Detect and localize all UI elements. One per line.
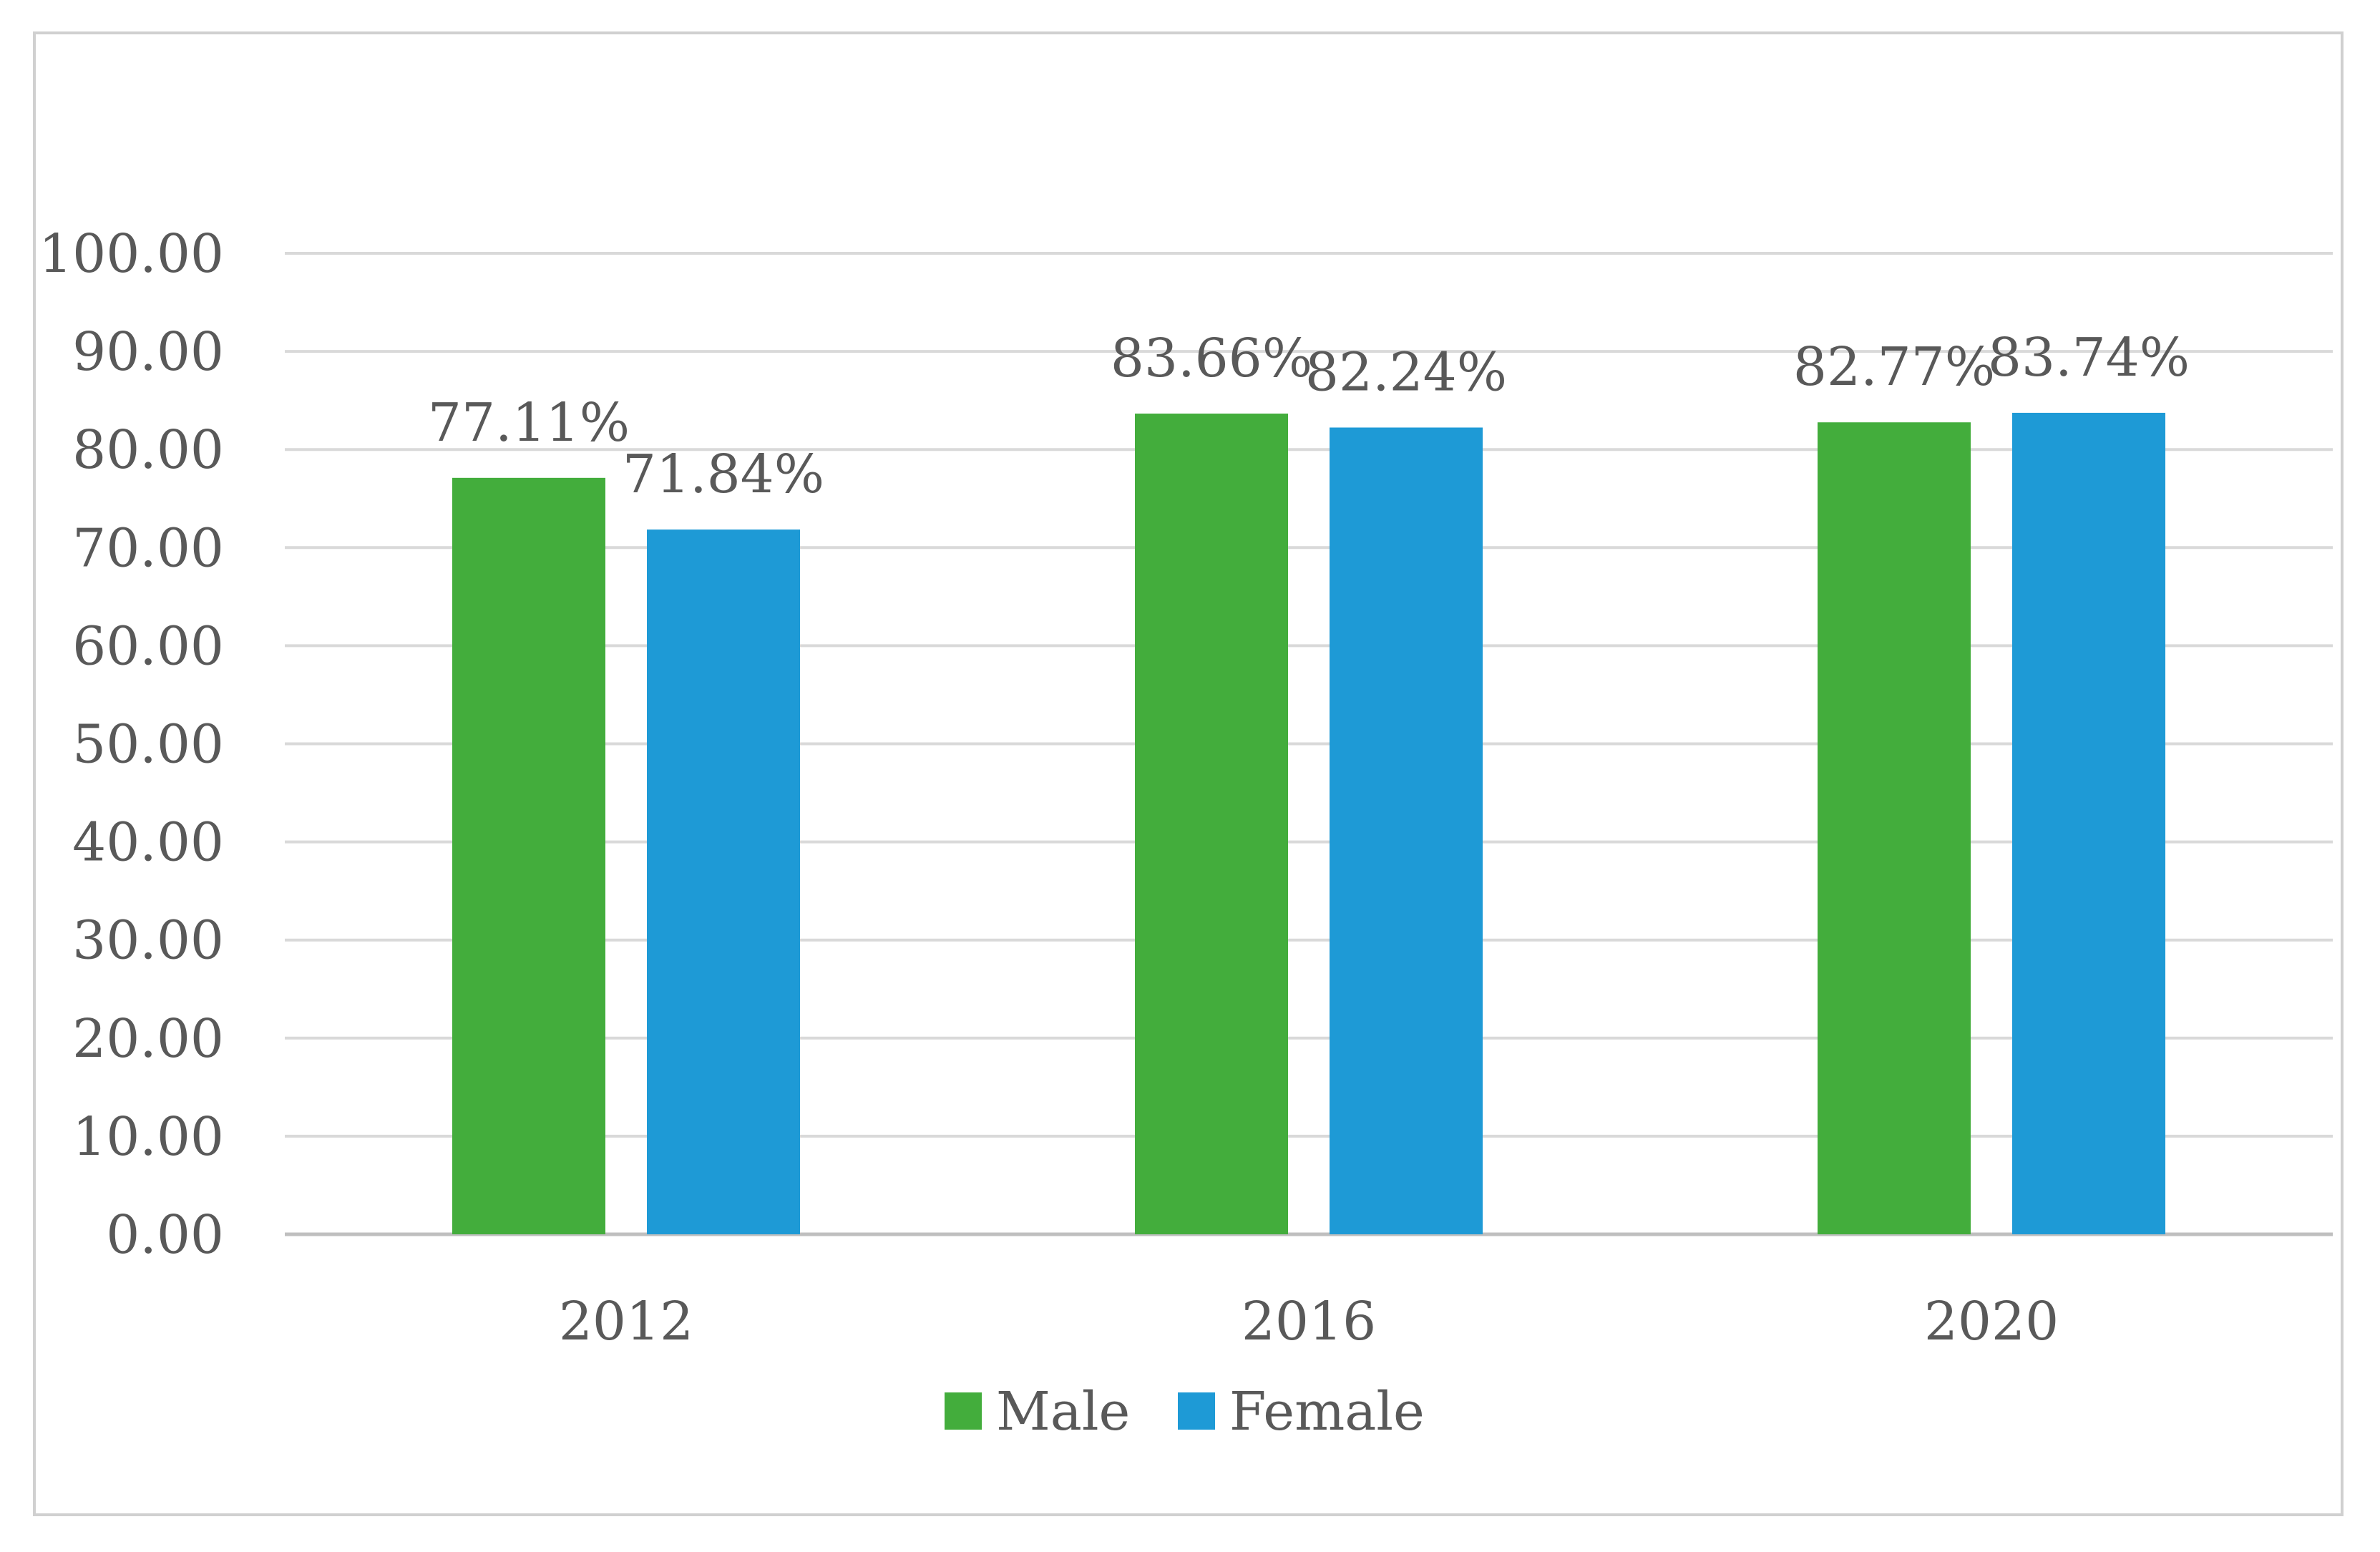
legend: Male Female bbox=[945, 1381, 1425, 1443]
bar-male-2016 bbox=[1135, 414, 1288, 1234]
legend-swatch-female bbox=[1178, 1392, 1215, 1430]
y-tick-label: 100.00 bbox=[39, 223, 224, 285]
bar-male-2012 bbox=[452, 477, 605, 1234]
data-labels: 77.11%71.84% 83.66%82.24% 82.77%83.74% bbox=[428, 327, 2190, 505]
x-tick-label: 2016 bbox=[1242, 1291, 1376, 1352]
bar-male-2020 bbox=[1818, 422, 1971, 1234]
legend-label-male: Male bbox=[996, 1381, 1130, 1443]
bar-female-2012 bbox=[647, 529, 800, 1234]
bars bbox=[452, 412, 2165, 1235]
y-tick-label: 20.00 bbox=[72, 1008, 224, 1070]
y-tick-label: 40.00 bbox=[72, 812, 224, 874]
y-tick-label: 80.00 bbox=[72, 419, 224, 481]
y-tick-label: 50.00 bbox=[72, 714, 224, 776]
y-tick-label: 90.00 bbox=[72, 321, 224, 383]
x-axis-ticks: 2012 2016 2020 bbox=[559, 1291, 2059, 1352]
bar-female-2020 bbox=[2012, 412, 2165, 1235]
legend-swatch-male bbox=[945, 1392, 982, 1430]
gridlines bbox=[285, 252, 2333, 1236]
data-label: 82.77% bbox=[1793, 336, 1995, 398]
data-label: 77.11% bbox=[428, 392, 630, 454]
bar-female-2016 bbox=[1330, 427, 1483, 1234]
data-label: 83.66% bbox=[1111, 328, 1312, 389]
y-tick-label: 30.00 bbox=[72, 910, 224, 972]
x-tick-label: 2012 bbox=[559, 1291, 693, 1352]
y-axis-ticks: 0.00 10.00 20.00 30.00 40.00 50.00 60.00 70.00 8… bbox=[39, 223, 224, 1266]
data-label: 83.74% bbox=[1988, 327, 2190, 389]
x-tick-label: 2020 bbox=[1924, 1291, 2059, 1352]
legend-label-female: Female bbox=[1229, 1381, 1425, 1443]
y-tick-label: 10.00 bbox=[72, 1106, 224, 1168]
y-tick-label: 0.00 bbox=[106, 1204, 224, 1266]
y-tick-label: 70.00 bbox=[72, 517, 224, 579]
data-label: 82.24% bbox=[1305, 341, 1507, 403]
y-tick-label: 60.00 bbox=[72, 615, 224, 677]
data-label: 71.84% bbox=[623, 444, 824, 505]
